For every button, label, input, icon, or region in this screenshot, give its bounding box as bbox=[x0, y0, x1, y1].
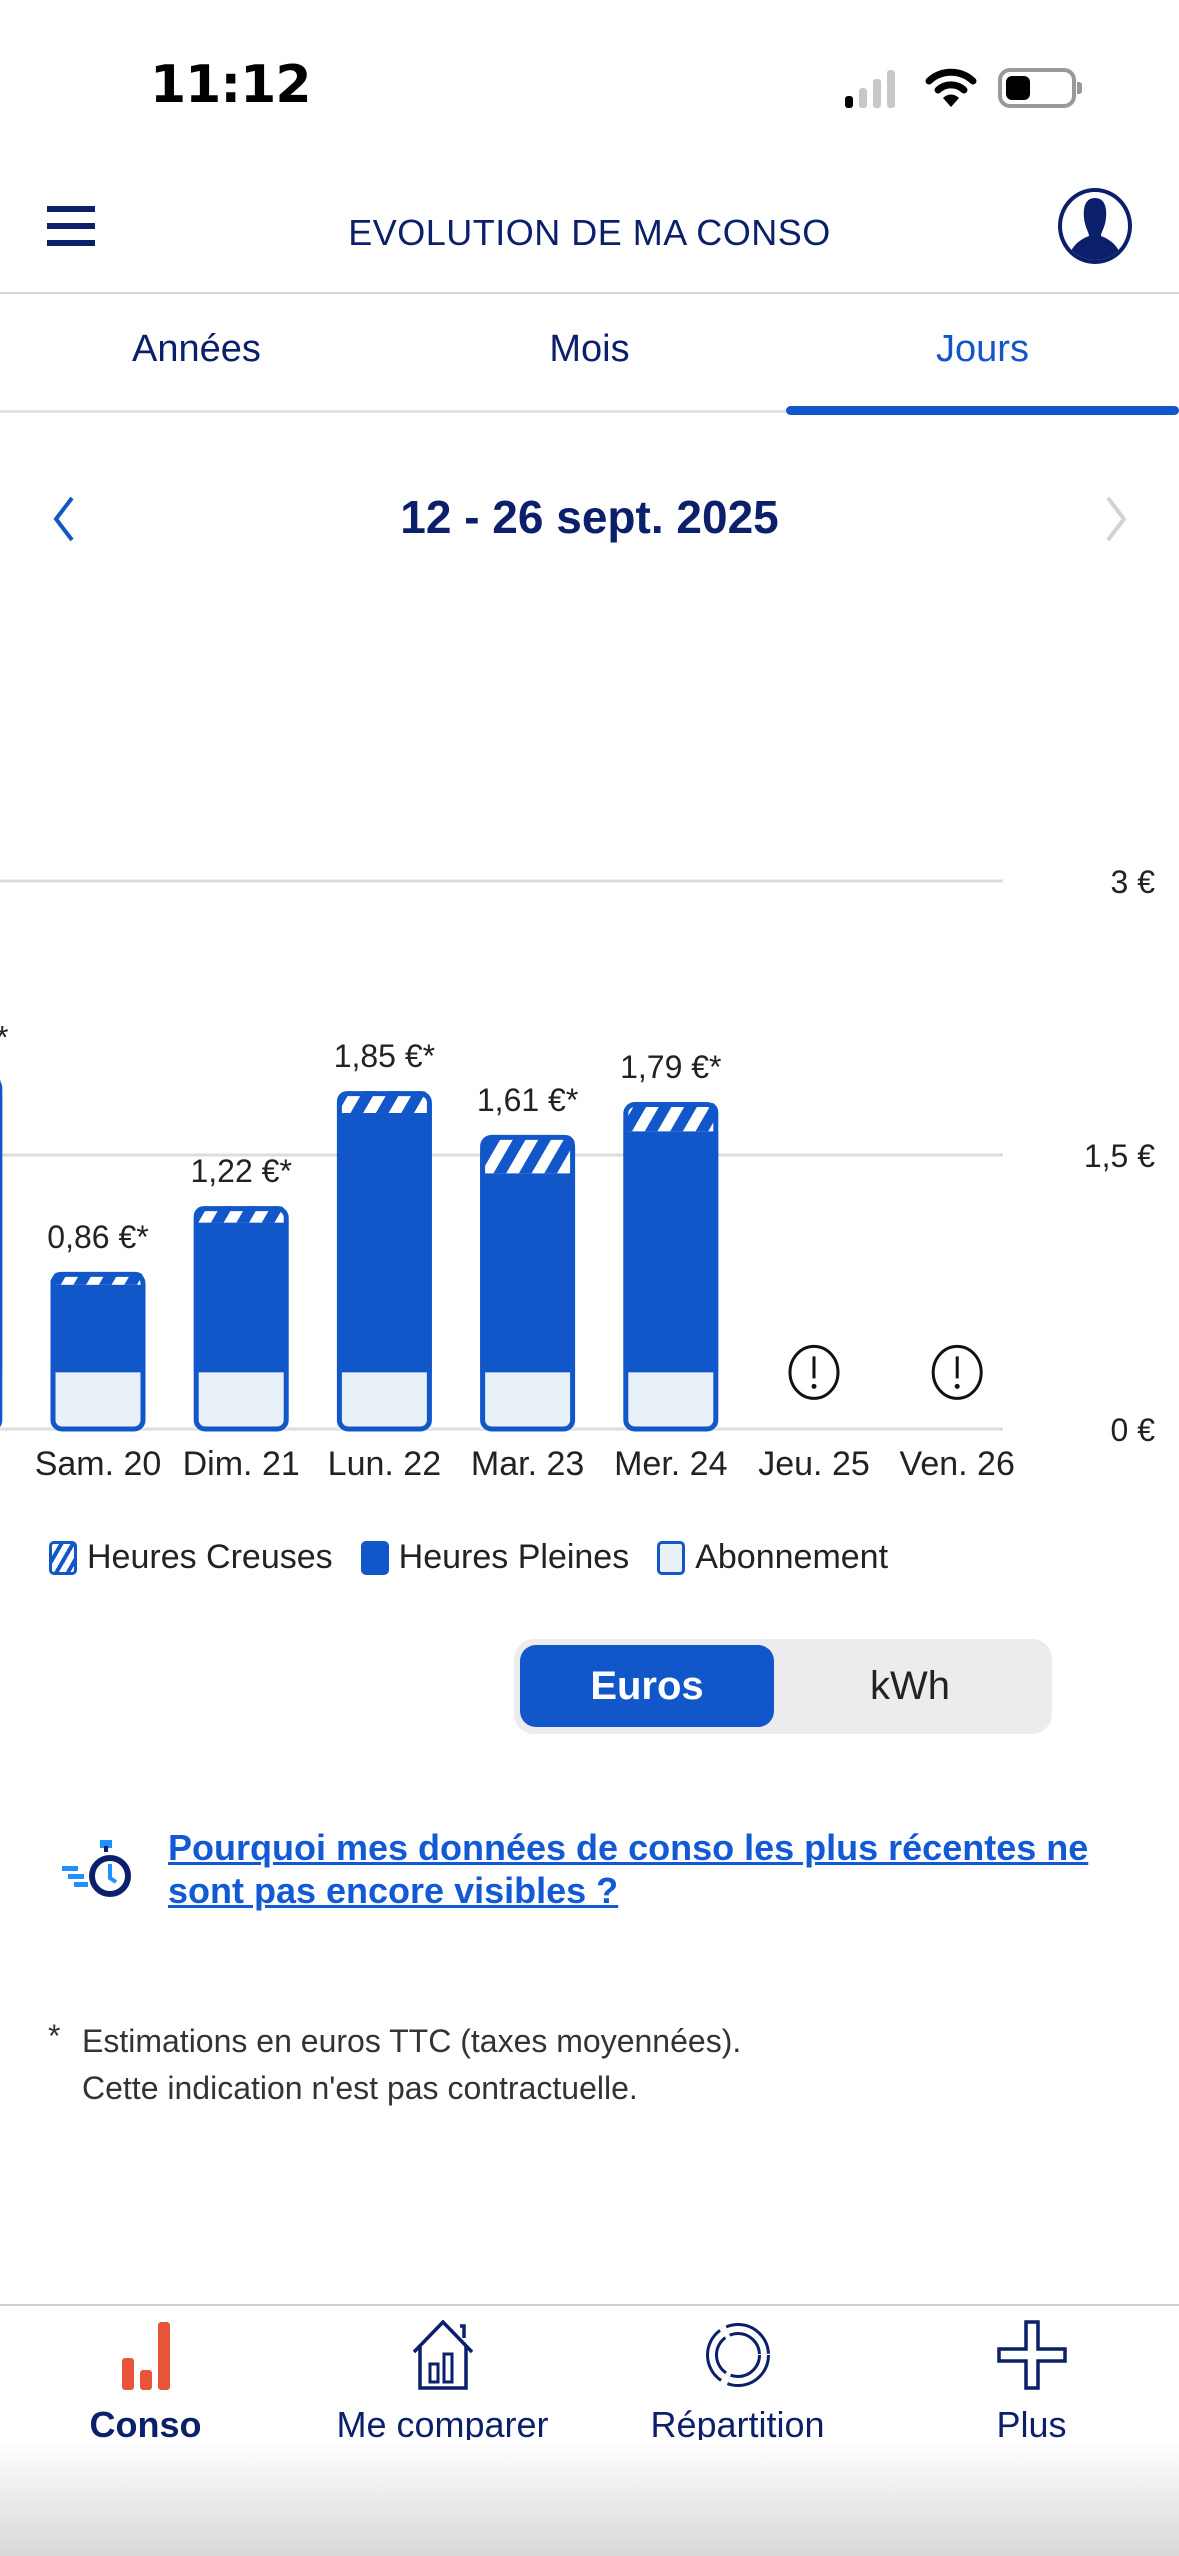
bar-outline bbox=[50, 1271, 146, 1432]
hamburger-menu-button[interactable] bbox=[47, 206, 95, 246]
bar-segments bbox=[623, 1102, 719, 1429]
data-label: 1,61 €* bbox=[477, 1082, 578, 1118]
x-tick-label: Dim. 21 bbox=[183, 1445, 300, 1483]
footnote-asterisk: * bbox=[48, 2018, 61, 2054]
nav-label-plus: Plus bbox=[996, 2404, 1067, 2445]
tab-jours[interactable]: Jours bbox=[936, 328, 1029, 370]
legend-swatch-heures-pleines bbox=[360, 1540, 389, 1575]
bar-segment-heures-pleines bbox=[480, 1173, 576, 1373]
tab-annees[interactable]: Années bbox=[132, 328, 261, 370]
nav-me-comparer[interactable]: Me comparer bbox=[295, 2320, 590, 2446]
bar-outline bbox=[480, 1134, 576, 1432]
nav-conso[interactable]: Conso bbox=[0, 2320, 293, 2446]
legend-label-abonnement: Abonnement bbox=[695, 1538, 889, 1576]
bar-sam-20 bbox=[50, 1271, 146, 1432]
bar-segments bbox=[193, 1206, 289, 1429]
home-indicator-area bbox=[0, 2440, 1179, 2556]
x-tick-label: Jeu. 25 bbox=[758, 1445, 870, 1483]
bar-outline bbox=[336, 1091, 432, 1432]
x-tick-label: Mer. 24 bbox=[614, 1445, 727, 1483]
tabs-divider bbox=[0, 410, 1179, 413]
missing-data-icon bbox=[788, 1344, 840, 1400]
chevron-right-icon[interactable] bbox=[1098, 492, 1134, 546]
donut-icon bbox=[705, 2323, 770, 2387]
x-tick-label: Lun. 22 bbox=[328, 1445, 441, 1483]
active-tab-indicator bbox=[786, 406, 1179, 415]
bar-chart-icon bbox=[121, 2322, 170, 2390]
bar-segments bbox=[336, 1091, 432, 1429]
y-tick-label: 1,5 € bbox=[1084, 1138, 1155, 1174]
bar-segment-abonnement bbox=[336, 1372, 432, 1429]
x-tick-label: Ven. 26 bbox=[900, 1445, 1015, 1483]
legend-swatch-abonnement bbox=[657, 1540, 686, 1575]
nav-plus[interactable]: Plus bbox=[884, 2320, 1179, 2446]
bar-segment-heures-pleines bbox=[336, 1112, 432, 1373]
legend-label-heures-pleines: Heures Pleines bbox=[398, 1538, 630, 1576]
wifi-icon bbox=[925, 68, 977, 107]
missing-data-circle bbox=[931, 1344, 983, 1400]
bar-segment-heures-pleines bbox=[623, 1131, 719, 1373]
bar-segment-heures-pleines bbox=[193, 1222, 289, 1373]
period-label: 12 - 26 sept. 2025 bbox=[400, 491, 779, 543]
status-time: 11:12 bbox=[150, 55, 312, 115]
page-title: EVOLUTION DE MA CONSO bbox=[348, 212, 831, 253]
footnote-line-1: Estimations en euros TTC (taxes moyennée… bbox=[82, 2023, 742, 2059]
bottom-nav-divider bbox=[0, 2304, 1179, 2306]
missing-data-dot bbox=[954, 1383, 960, 1389]
signal-icon bbox=[845, 70, 895, 108]
toggle-euros[interactable]: Euros bbox=[520, 1645, 774, 1727]
plus-icon bbox=[996, 2320, 1067, 2390]
x-tick-label: Mar. 23 bbox=[471, 1445, 584, 1483]
bar-segments bbox=[50, 1271, 146, 1429]
profile-button[interactable] bbox=[1058, 188, 1132, 264]
data-label: 1,22 €* bbox=[190, 1153, 291, 1189]
header-divider bbox=[0, 292, 1179, 294]
toggle-kwh[interactable]: kWh bbox=[870, 1663, 950, 1708]
house-chart-icon bbox=[412, 2320, 473, 2390]
bar-lun-22 bbox=[336, 1091, 432, 1432]
partial-bar-label: * bbox=[0, 1019, 8, 1055]
bar-segment-heures-pleines bbox=[50, 1284, 146, 1373]
bar-segment-abonnement bbox=[50, 1372, 146, 1429]
y-tick-label: 0 € bbox=[1111, 1412, 1156, 1448]
bar-outline bbox=[193, 1206, 289, 1432]
data-label: 1,85 €* bbox=[334, 1038, 435, 1074]
bar-partial-previous bbox=[0, 1076, 3, 1429]
tab-mois[interactable]: Mois bbox=[549, 328, 630, 370]
bar-outline bbox=[623, 1102, 719, 1432]
nav-label-me-comparer: Me comparer bbox=[336, 2404, 549, 2445]
footnote: Estimations en euros TTC (taxes moyennée… bbox=[82, 2018, 741, 2112]
nav-repartition[interactable]: Répartition bbox=[590, 2320, 885, 2446]
bar-dim-21 bbox=[193, 1206, 289, 1432]
bar-segment-abonnement bbox=[480, 1372, 576, 1429]
battery-icon bbox=[998, 68, 1082, 108]
bar-segment-heures-creuses bbox=[336, 1091, 432, 1113]
bar-segment-heures-creuses bbox=[480, 1134, 576, 1174]
nav-label-conso: Conso bbox=[89, 2404, 202, 2445]
missing-data-icon bbox=[931, 1344, 983, 1400]
consumption-chart: 0 € 1,5 € 3 € * 0,86 €* Sam. 20 1,22 €* Dim. 21… bbox=[0, 864, 1156, 1483]
stopwatch-icon bbox=[62, 1840, 131, 1897]
bar-segments bbox=[480, 1134, 576, 1429]
chevron-left-icon[interactable] bbox=[46, 492, 82, 546]
legend-label-heures-creuses: Heures Creuses bbox=[87, 1538, 333, 1576]
nav-label-repartition: Répartition bbox=[650, 2404, 825, 2445]
data-label: 0,86 €* bbox=[47, 1219, 148, 1255]
chart-legend: Heures Creuses Heures Pleines Abonnement bbox=[49, 1538, 916, 1577]
y-tick-label: 3 € bbox=[1111, 864, 1156, 900]
bar-segment-abonnement bbox=[193, 1372, 289, 1429]
bar-mar-23 bbox=[480, 1134, 576, 1432]
data-delay-info-link[interactable]: Pourquoi mes données de conso les plus r… bbox=[168, 1827, 1089, 1911]
x-tick-label: Sam. 20 bbox=[35, 1445, 162, 1483]
footnote-line-2: Cette indication n'est pas contractuelle… bbox=[82, 2070, 638, 2106]
user-icon bbox=[1068, 198, 1122, 260]
bar-segment-abonnement bbox=[623, 1372, 719, 1429]
missing-data-dot bbox=[811, 1383, 817, 1389]
unit-toggle: Euros kWh bbox=[514, 1639, 1052, 1734]
missing-data-circle bbox=[788, 1344, 840, 1400]
bar-mer-24 bbox=[623, 1102, 719, 1432]
legend-swatch-heures-creuses bbox=[49, 1540, 77, 1575]
data-label: 1,79 €* bbox=[620, 1049, 721, 1085]
